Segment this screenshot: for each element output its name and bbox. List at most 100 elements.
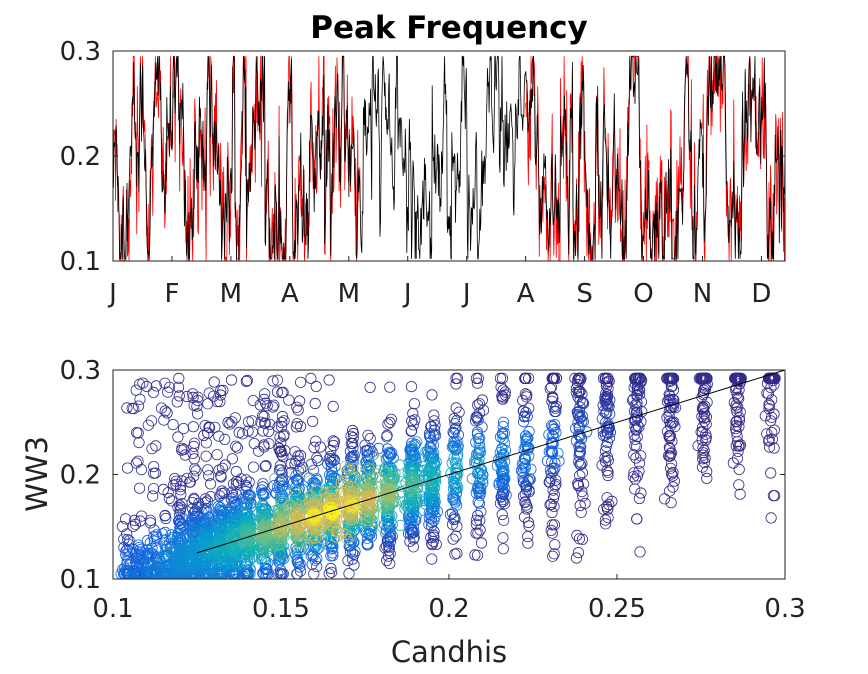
scatter-point	[768, 442, 780, 454]
scatter-point	[171, 396, 183, 408]
scatter-point	[600, 377, 613, 389]
scatter-point	[381, 520, 393, 533]
scatter-point	[663, 441, 676, 454]
scatter-point	[447, 533, 459, 545]
scatter-point	[387, 452, 399, 464]
scatter-point	[120, 549, 132, 561]
scatter-point	[364, 381, 376, 393]
scatter-point	[294, 420, 307, 433]
scatter-point	[131, 426, 143, 439]
scatter-point	[420, 498, 432, 510]
scatter-point	[601, 492, 613, 504]
scatter-point	[576, 388, 588, 400]
scatter-point	[427, 529, 440, 541]
scatter-point	[363, 514, 375, 526]
scatter-point	[295, 537, 307, 549]
scatter-point	[162, 386, 174, 398]
scatter-point	[697, 449, 709, 461]
scatter-point	[310, 380, 322, 392]
scatter-point	[444, 508, 456, 521]
scatter-point	[279, 444, 291, 457]
scatter-point	[240, 375, 252, 387]
scatter-point	[239, 496, 251, 508]
scatter-point	[268, 399, 280, 411]
scatter-point	[663, 394, 675, 406]
scatter-point	[159, 405, 171, 417]
scatter-point	[407, 407, 419, 420]
scatter-point	[347, 437, 359, 450]
scatter-point	[200, 450, 212, 462]
scatter-point	[598, 405, 610, 417]
scatter-point	[667, 481, 679, 493]
scatter-point	[224, 418, 236, 430]
scatter-point	[316, 532, 329, 545]
scatter-point	[188, 399, 200, 411]
scatter-point	[347, 501, 359, 514]
scatter-point	[601, 451, 614, 463]
scatter-point	[474, 524, 486, 536]
scatter-point	[732, 445, 744, 457]
scatter-point	[202, 398, 214, 410]
scatter-point	[548, 519, 561, 531]
scatter-point	[340, 512, 353, 524]
scatter-point	[200, 437, 212, 449]
scatter-point	[361, 516, 374, 528]
scatter-point	[635, 396, 648, 408]
scatter-point	[732, 401, 744, 413]
scatter-point	[418, 504, 430, 517]
scatter-point	[520, 372, 532, 384]
scatter-point	[393, 459, 406, 471]
scatter-point	[408, 398, 420, 410]
scatter-point	[386, 488, 398, 500]
scatter-point	[734, 378, 746, 390]
scatter-point	[293, 395, 306, 407]
scatter-point	[203, 387, 215, 399]
scatter-point	[254, 399, 266, 411]
y-tick-label: 0.2	[60, 461, 101, 491]
scatter-point	[242, 564, 254, 577]
scatter-point	[518, 411, 530, 423]
scatter-point	[147, 386, 159, 398]
scatter-point	[631, 470, 644, 482]
scatter-point	[291, 568, 303, 580]
scatter-point	[160, 512, 172, 525]
scatter-point	[327, 493, 339, 505]
scatter-point	[203, 470, 215, 482]
scatter-point	[550, 474, 562, 486]
scatter-point	[158, 414, 170, 426]
scatter-point	[324, 450, 337, 463]
scatter-point	[445, 467, 457, 479]
scatter-point	[384, 557, 396, 570]
scatter-point	[496, 372, 509, 384]
scatter-point	[146, 415, 158, 427]
scatter-point	[492, 453, 505, 466]
scatter-point	[330, 531, 343, 543]
scatter-point	[225, 374, 238, 386]
scatter-point	[734, 488, 746, 500]
scatter-point	[256, 410, 269, 422]
x-tick-label: 0.2	[428, 594, 469, 624]
scatter-point	[549, 405, 561, 418]
scatter-point	[632, 420, 644, 432]
scatter-point	[359, 445, 372, 457]
scatter-point	[522, 530, 534, 543]
scatter-point	[664, 462, 677, 474]
regression-line	[196, 369, 786, 554]
scatter-point	[429, 473, 441, 485]
scatter-point	[257, 489, 269, 502]
scatter-point	[407, 541, 419, 553]
scatter-point	[759, 410, 771, 422]
scatter-point	[346, 547, 359, 559]
scatter-point	[734, 439, 747, 451]
scatter-point	[579, 497, 591, 509]
scatter-point	[374, 471, 386, 483]
scatter-point	[188, 453, 200, 465]
scatter-point	[470, 457, 483, 469]
scatter-point	[629, 483, 641, 495]
scatter-point	[663, 415, 676, 427]
scatter-point	[299, 466, 311, 478]
scatter-point	[517, 471, 529, 484]
scatter-point	[170, 553, 182, 565]
scatter-point	[663, 485, 676, 497]
scatter-point	[407, 443, 419, 455]
